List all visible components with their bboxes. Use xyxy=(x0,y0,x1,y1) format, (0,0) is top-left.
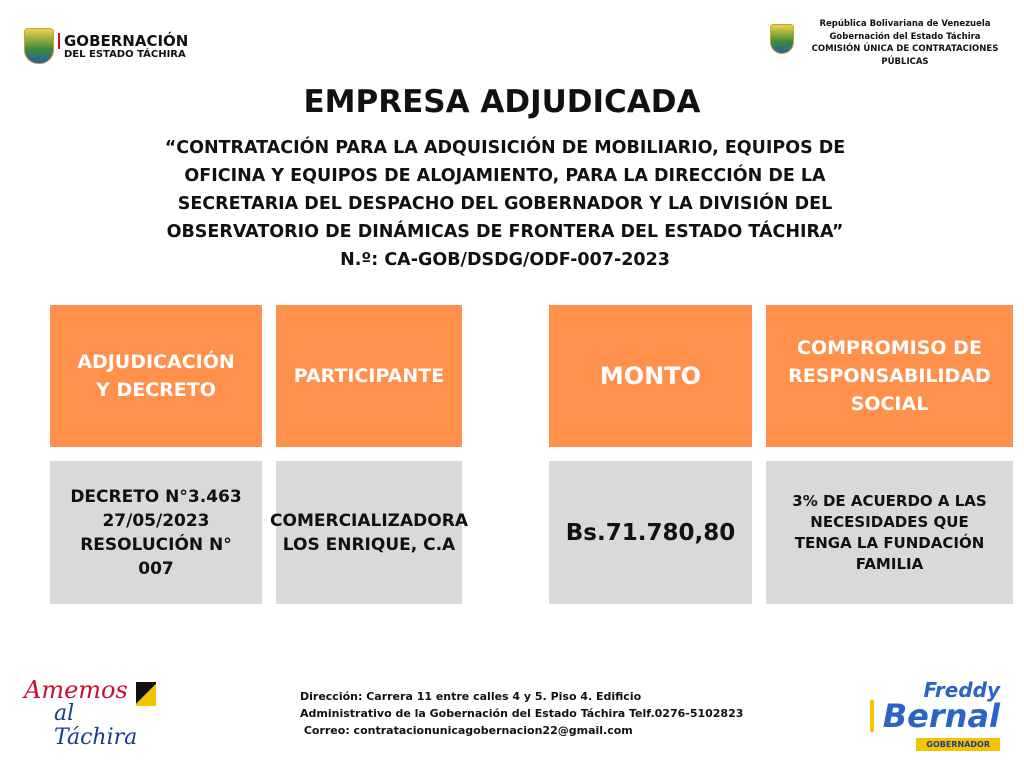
cell-line: NECESIDADES QUE xyxy=(810,512,969,531)
header-line: PÚBLICAS xyxy=(881,56,929,67)
cell-line: COMERCIALIZADORA xyxy=(270,510,468,531)
contract-number: N.º: CA-GOB/DSDG/ODF-007-2023 xyxy=(340,250,670,270)
header-cell-participante: PARTICIPANTE xyxy=(276,305,462,447)
header-line: República Bolivariana de Venezuela xyxy=(819,19,991,29)
logo-line2: Bernal xyxy=(870,700,1000,732)
value-cell-participante: COMERCIALIZADORA LOS ENRIQUE, C.A xyxy=(270,461,468,604)
header-line: COMISIÓN ÚNICA DE CONTRATACIONES xyxy=(811,44,999,54)
page-title: EMPRESA ADJUDICADA xyxy=(303,84,701,120)
logo-line1: Freddy xyxy=(923,678,1000,702)
header-cell-monto: MONTO xyxy=(549,305,752,447)
header-cell-adjudicacion: ADJUDICACIÓN Y DECRETO xyxy=(50,305,262,447)
logo-line2: DEL ESTADO TÁCHIRA xyxy=(64,48,186,60)
subtitle-line: “CONTRATACIÓN PARA LA ADQUISICIÓN DE MOB… xyxy=(164,138,846,158)
cell-line: RESOLUCIÓN N° xyxy=(80,534,232,555)
cell-line: Y DECRETO xyxy=(96,379,216,401)
cell-line: LOS ENRIQUE, C.A xyxy=(282,534,456,555)
cell-line: MONTO xyxy=(599,362,702,390)
address-line: Administrativo de la Gobernación del Est… xyxy=(300,707,744,720)
header-line: Gobernación del Estado Táchira xyxy=(829,31,981,42)
cell-line: 3% DE ACUERDO A LAS xyxy=(792,491,987,510)
value-cell-compromiso: 3% DE ACUERDO A LAS NECESIDADES QUE TENGA … xyxy=(766,461,1013,604)
cell-line: ADJUDICACIÓN xyxy=(77,351,235,373)
logo-line3: GOBERNADOR xyxy=(916,738,1000,751)
subtitle-line: SECRETARIA DEL DESPACHO DEL GOBERNADOR Y… xyxy=(177,194,833,214)
subtitle-line: OFICINA Y EQUIPOS DE ALOJAMIENTO, PARA L… xyxy=(184,166,826,186)
header-cell-compromiso: COMPROMISO DE RESPONSABILIDAD SOCIAL xyxy=(766,305,1013,447)
cell-line: SOCIAL xyxy=(850,393,929,415)
cell-line: 27/05/2023 xyxy=(102,510,210,531)
cell-line: FAMILIA xyxy=(855,554,924,573)
cell-line: RESPONSABILIDAD xyxy=(788,365,991,387)
coat-of-arms-icon xyxy=(770,24,794,54)
header-right: República Bolivariana de Venezuela Gober… xyxy=(770,18,1010,68)
subtitle: “CONTRATACIÓN PARA LA ADQUISICIÓN DE MOB… xyxy=(100,134,910,274)
cell-line: COMPROMISO DE xyxy=(797,337,982,359)
contact-info: Dirección: Carrera 11 entre calles 4 y 5… xyxy=(300,688,743,739)
cell-line: TENGA LA FUNDACIÓN xyxy=(794,533,985,552)
email-line: Correo: contratacionunicagobernacion22@g… xyxy=(300,724,633,737)
slogan-line1: Amemos xyxy=(24,676,128,704)
flag-icon xyxy=(136,682,156,706)
value-cell-monto: Bs.71.780,80 xyxy=(549,461,752,604)
cell-line: Bs.71.780,80 xyxy=(565,519,736,546)
address-line: Dirección: Carrera 11 entre calles 4 y 5… xyxy=(300,690,642,703)
cell-line: DECRETO N°3.463 xyxy=(70,486,242,507)
subtitle-line: OBSERVATORIO DE DINÁMICAS DE FRONTERA DE… xyxy=(166,222,844,242)
gobernacion-logo: GOBERNACIÓN DEL ESTADO TÁCHIRA xyxy=(24,28,188,64)
logo-line1: GOBERNACIÓN xyxy=(58,32,188,49)
value-cell-adjudicacion: DECRETO N°3.463 27/05/2023 RESOLUCIÓN N° 00… xyxy=(50,461,262,604)
slogan-line2: al Táchira xyxy=(54,701,138,750)
freddy-bernal-logo: Freddy Bernal GOBERNADOR xyxy=(870,680,1000,751)
cell-line: PARTICIPANTE xyxy=(293,365,445,387)
amemos-tachira-logo: Amemos al Táchira xyxy=(24,678,164,750)
coat-of-arms-icon xyxy=(24,28,54,64)
cell-line: 007 xyxy=(138,558,174,579)
